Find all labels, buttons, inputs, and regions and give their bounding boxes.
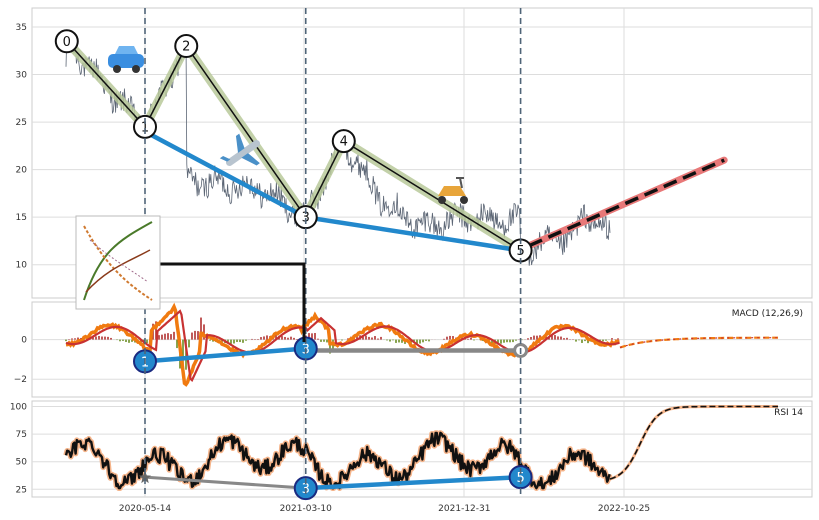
rsi-gray-line <box>144 475 306 490</box>
car-wheel <box>113 65 121 73</box>
wave-point-2: 2 <box>174 34 199 59</box>
airplane-fuselage <box>225 140 261 166</box>
inset-frame <box>75 215 161 310</box>
scooter-body <box>438 186 466 196</box>
airplane-tail <box>219 155 231 162</box>
scooter-wheel <box>438 196 446 204</box>
rsi-star-icon <box>139 471 151 484</box>
wave-point-circle <box>133 114 157 139</box>
price-y-tick-label: 35 <box>16 23 27 33</box>
wave-point-1: 1 <box>133 114 157 139</box>
macd-y-tick-label: 0 <box>21 336 27 346</box>
airplane-icon <box>219 133 261 166</box>
airplane-wing <box>235 133 245 153</box>
macd-panel-label: MACD (12,26,9) <box>732 309 803 319</box>
car-cabin <box>115 46 138 54</box>
rsi-y-tick-label: 75 <box>16 430 27 440</box>
car-body <box>108 54 144 68</box>
wave-point-circle <box>54 29 79 54</box>
price-y-tick-label: 20 <box>16 166 28 176</box>
x-axis-ticks: 2020-05-14 2021-03-10 2021-12-31 2022-10-25 <box>119 504 650 514</box>
wave-point-circle <box>174 34 199 59</box>
wave-point-0: 0 <box>54 29 79 54</box>
inset-curve-green <box>83 221 153 301</box>
x-tick-label: 2022-10-25 <box>598 504 650 514</box>
price-frame <box>31 7 813 299</box>
signal-forecast-tail <box>619 337 778 349</box>
x-tick-label: 2020-05-14 <box>119 504 172 514</box>
price-y-tick-label: 25 <box>16 118 27 128</box>
wave-point-label: 4 <box>340 135 348 150</box>
macd-divergence-line <box>144 346 306 364</box>
rsi-y-tick-label: 25 <box>16 485 27 495</box>
price-y-tick-label: 15 <box>16 213 27 223</box>
wave-point-4: 4 <box>331 129 356 154</box>
rsi-forecast-tail <box>609 405 778 480</box>
wave-point-label: 0 <box>63 35 71 50</box>
rsi-y-tick-label: 100 <box>10 403 27 413</box>
x-tick-label: 2021-12-31 <box>438 504 490 514</box>
car-icon <box>108 46 144 73</box>
rsi-divergence-line <box>305 474 521 491</box>
chart-decorations: 0123451335 <box>54 8 533 501</box>
inset-connector-line <box>160 262 306 342</box>
inset-curve-pink <box>89 239 149 283</box>
x-tick-label: 2021-03-10 <box>280 504 333 514</box>
wave-point-label: 1 <box>141 120 149 135</box>
airplane-wing <box>241 153 260 166</box>
scooter-stem <box>459 177 463 189</box>
inset-curve-orange <box>83 225 153 301</box>
macd-y-tick-label: −2 <box>14 375 27 385</box>
scooter-icon <box>438 177 468 204</box>
wave-point-circle <box>331 129 356 154</box>
inset-chart-image <box>75 215 161 310</box>
price-y-tick-label: 10 <box>16 261 28 271</box>
rsi-y-tick-label: 50 <box>16 458 28 468</box>
price-y-tick-label: 30 <box>16 71 28 81</box>
wave-point-label: 2 <box>182 40 190 55</box>
forecast-dashed-line <box>528 158 725 248</box>
car-wheel <box>132 65 140 73</box>
scooter-wheel <box>460 196 468 204</box>
wave-line <box>66 40 521 252</box>
inset-curve-brown <box>85 249 151 293</box>
rsi-panel-label: RSI 14 <box>774 408 803 418</box>
